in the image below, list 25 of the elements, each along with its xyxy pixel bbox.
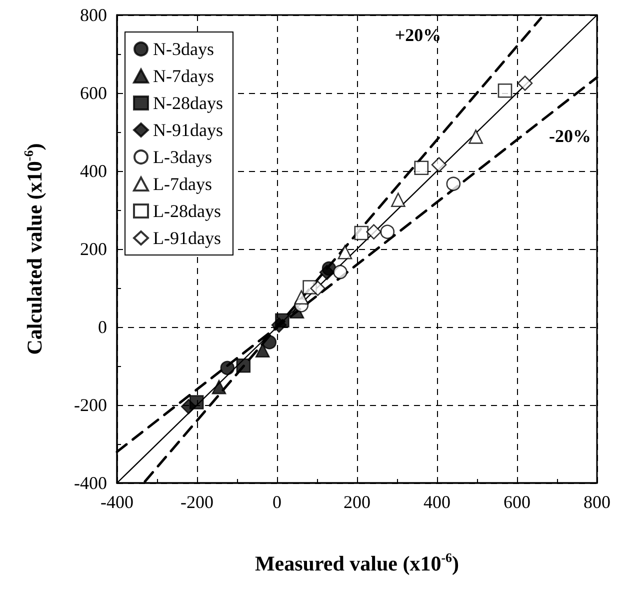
legend-label: N-7days <box>153 66 214 86</box>
x-tick-label: -400 <box>100 492 134 512</box>
y-tick-label: 800 <box>80 5 107 25</box>
y-tick-label: -200 <box>74 395 107 415</box>
x-tick-label: 600 <box>504 492 530 512</box>
legend-label: N-28days <box>153 93 223 113</box>
x-tick-label: 0 <box>272 492 282 512</box>
y-tick-label: 0 <box>98 317 107 337</box>
y-tick-label: 400 <box>80 161 107 181</box>
y-tick-label: 600 <box>80 83 107 103</box>
x-tick-label: 400 <box>424 492 450 512</box>
y-tick-label: 200 <box>80 239 107 259</box>
legend-label: L-3days <box>153 147 212 167</box>
legend-label: L-7days <box>153 174 212 194</box>
y-axis-title: Calculated value (x10-6) <box>21 143 46 355</box>
annotation: -20% <box>549 126 591 146</box>
x-tick-label: -200 <box>180 492 214 512</box>
y-tick-label: -400 <box>74 473 107 493</box>
legend-label: N-3days <box>153 39 214 59</box>
legend-label: L-28days <box>153 201 221 221</box>
x-tick-label: 800 <box>584 492 610 512</box>
annotation: +20% <box>394 25 442 45</box>
legend-label: N-91days <box>153 120 223 140</box>
x-tick-label: 200 <box>344 492 370 512</box>
legend-label: L-91days <box>153 228 221 248</box>
